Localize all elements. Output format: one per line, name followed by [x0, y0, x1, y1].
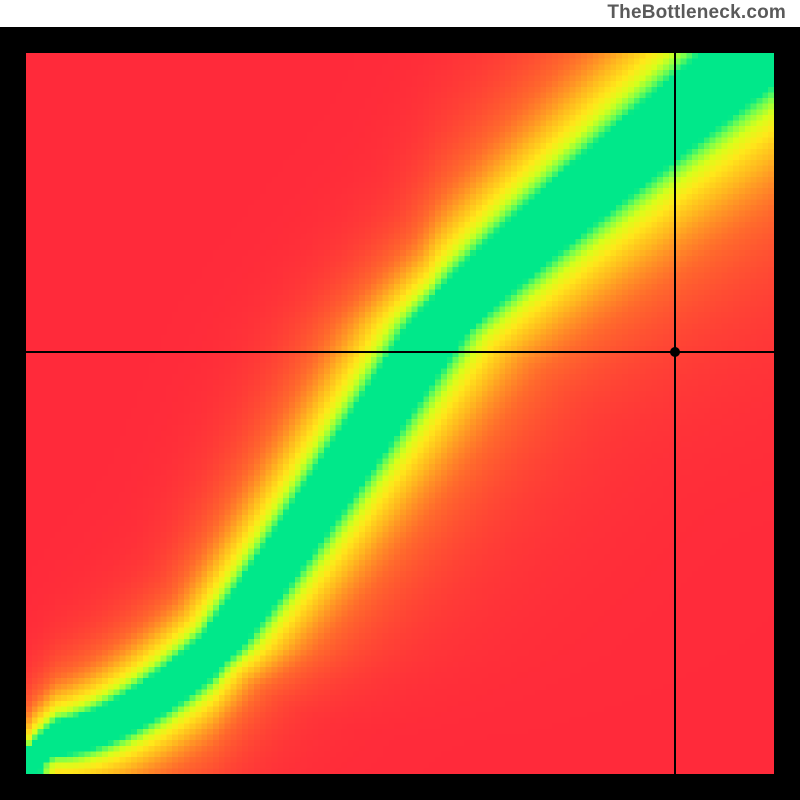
crosshair-horizontal: [26, 351, 774, 353]
selection-point: [670, 347, 680, 357]
crosshair-vertical: [674, 53, 676, 774]
attribution-text: TheBottleneck.com: [607, 2, 786, 24]
root-container: TheBottleneck.com: [0, 0, 800, 800]
heatmap-canvas: [26, 53, 774, 774]
